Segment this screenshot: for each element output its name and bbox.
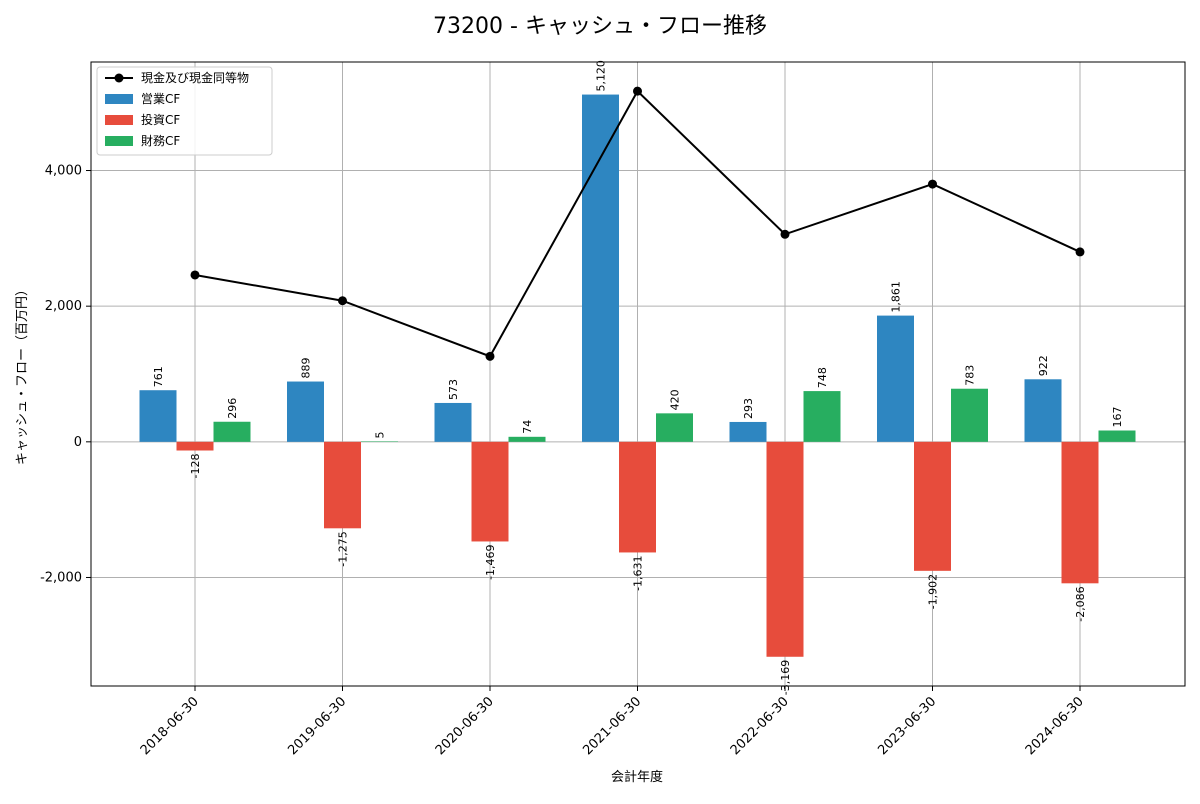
- bar-営業CF: [287, 381, 324, 442]
- data-label: 783: [964, 365, 977, 386]
- data-label: -2,086: [1074, 586, 1087, 621]
- legend-bar-swatch: [105, 136, 133, 146]
- data-label: -1,275: [337, 531, 350, 566]
- data-label: 5,120: [595, 60, 608, 92]
- cash-equivalents-point: [780, 229, 790, 239]
- x-tick-label: 2020-06-30: [433, 694, 497, 758]
- y-axis-label: キャッシュ・フロー（百万円）: [15, 283, 30, 465]
- bar-投資CF: [914, 441, 951, 571]
- data-label-layer: 761 889 573 5,120 293 1,861 922 -128 -1,275 -1,46…: [152, 60, 1124, 695]
- grid-layer: [91, 62, 1185, 686]
- cash-equivalents-point: [633, 86, 642, 96]
- data-label: 748: [816, 367, 829, 388]
- x-tick-label: 2023-06-30: [875, 694, 939, 758]
- cash-equivalents-point: [1075, 247, 1085, 257]
- data-label: 420: [669, 389, 682, 410]
- data-label: 293: [742, 398, 755, 419]
- legend-entry: 投資CF: [141, 112, 180, 127]
- bar-投資CF: [1061, 441, 1099, 584]
- bar-営業CF: [729, 421, 767, 442]
- legend-entry: 営業CF: [141, 92, 180, 106]
- data-label: 573: [447, 379, 460, 400]
- data-label: 74: [521, 420, 534, 434]
- bar-営業CF: [434, 402, 472, 442]
- cash-equivalents-point: [928, 179, 937, 189]
- x-tick-label: 2018-06-30: [138, 694, 202, 758]
- data-label: -128: [189, 454, 202, 479]
- x-tick-label: 2024-06-30: [1023, 694, 1087, 758]
- bar-投資CF: [176, 441, 214, 451]
- data-label: -1,631: [632, 555, 645, 590]
- bar-財務CF: [361, 441, 398, 442]
- data-label: -1,902: [927, 574, 940, 609]
- bar-財務CF: [656, 413, 693, 442]
- bar-財務CF: [508, 436, 546, 442]
- data-label: 761: [152, 366, 165, 387]
- bar-財務CF: [951, 388, 988, 442]
- x-tick-label: 2019-06-30: [285, 694, 349, 758]
- data-label: 167: [1111, 406, 1124, 427]
- data-label: 296: [226, 398, 239, 419]
- data-label: 5: [374, 431, 387, 438]
- line-layer: [190, 86, 1085, 361]
- bar-営業CF: [139, 390, 177, 442]
- bar-投資CF: [471, 441, 509, 542]
- y-tick-label: 2,000: [45, 299, 82, 314]
- x-tick-label: 2021-06-30: [580, 694, 644, 758]
- data-label: 889: [300, 358, 313, 379]
- bar-layer: [139, 94, 1136, 657]
- bar-営業CF: [582, 94, 619, 442]
- y-tick-label: -2,000: [40, 570, 82, 585]
- cash-equivalents-point: [338, 296, 347, 306]
- bar-財務CF: [213, 421, 251, 442]
- cash-equivalents-point: [190, 270, 200, 280]
- bar-投資CF: [324, 441, 361, 529]
- x-tick-label: 2022-06-30: [728, 694, 792, 758]
- legend-bar-swatch: [105, 115, 133, 125]
- legend-bar-swatch: [105, 94, 133, 104]
- y-tick-label: 0: [74, 435, 82, 450]
- bar-財務CF: [803, 391, 841, 442]
- legend-marker: [114, 73, 124, 83]
- legend-entry: 現金及び現金同等物: [141, 70, 249, 85]
- x-axis-label: 会計年度: [611, 769, 663, 785]
- bar-営業CF: [877, 315, 914, 442]
- bar-投資CF: [766, 441, 804, 657]
- legend-entry: 財務CF: [141, 133, 180, 148]
- y-tick-label: 4,000: [45, 164, 82, 179]
- data-label: 922: [1037, 355, 1050, 376]
- bar-投資CF: [619, 441, 656, 553]
- legend-box: [96, 66, 273, 156]
- data-label: -1,469: [484, 544, 497, 579]
- chart-title: 73200 - キャッシュ・フロー推移: [433, 14, 767, 39]
- bar-営業CF: [1024, 379, 1062, 442]
- cash-equivalents-point: [485, 351, 495, 361]
- bar-財務CF: [1098, 430, 1136, 442]
- data-label: 1,861: [890, 281, 903, 313]
